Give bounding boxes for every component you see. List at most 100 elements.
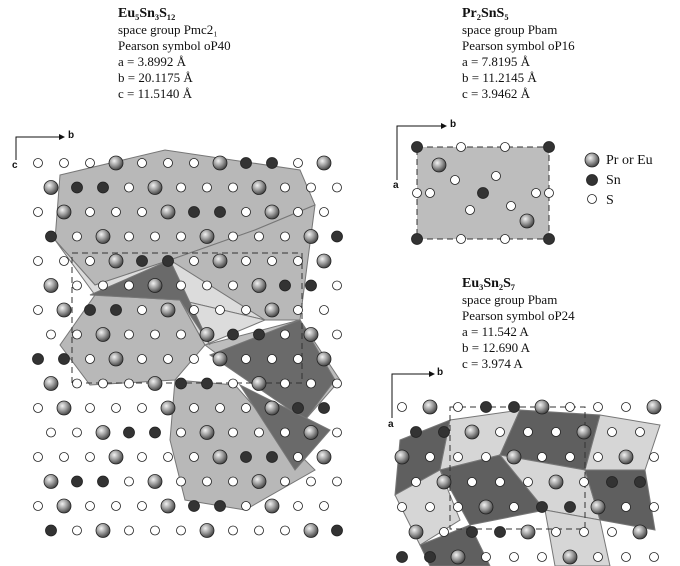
atom bbox=[138, 159, 147, 168]
atom bbox=[457, 143, 466, 152]
atom bbox=[608, 528, 617, 537]
atom bbox=[566, 453, 575, 462]
atom bbox=[566, 403, 575, 412]
atom bbox=[138, 355, 147, 364]
info-line: Pearson symbol oP40 bbox=[118, 38, 231, 54]
atom bbox=[465, 425, 479, 439]
atom bbox=[468, 478, 477, 487]
atom bbox=[109, 352, 123, 366]
atom bbox=[294, 453, 303, 462]
atom bbox=[73, 526, 82, 535]
atom bbox=[333, 281, 342, 290]
atom bbox=[524, 478, 533, 487]
atom bbox=[60, 453, 69, 462]
atom bbox=[241, 452, 252, 463]
atom bbox=[148, 377, 162, 391]
atom bbox=[164, 453, 173, 462]
atom bbox=[215, 207, 226, 218]
atom bbox=[521, 525, 535, 539]
atom bbox=[125, 183, 134, 192]
atom bbox=[125, 281, 134, 290]
atom bbox=[535, 400, 549, 414]
atom bbox=[304, 524, 318, 538]
atom bbox=[619, 450, 633, 464]
atom bbox=[622, 553, 631, 562]
atom bbox=[537, 502, 548, 513]
atom bbox=[395, 450, 409, 464]
atom bbox=[466, 206, 475, 215]
atom bbox=[520, 214, 534, 228]
atom bbox=[650, 453, 659, 462]
atom bbox=[242, 502, 251, 511]
info-line: b = 11.2145 Å bbox=[462, 70, 575, 86]
atom bbox=[563, 550, 577, 564]
atom bbox=[398, 503, 407, 512]
atom bbox=[151, 330, 160, 339]
info-line: b = 20.1175 Å bbox=[118, 70, 231, 86]
atom bbox=[176, 378, 187, 389]
atom bbox=[98, 476, 109, 487]
atom bbox=[281, 379, 290, 388]
atom bbox=[252, 181, 266, 195]
figure: Eu₅Sn₃S₁₂space group Pmc2₁Pearson symbol… bbox=[0, 0, 680, 566]
atom bbox=[125, 379, 134, 388]
axis-label: a bbox=[393, 180, 399, 191]
atom bbox=[510, 553, 519, 562]
atom bbox=[294, 355, 303, 364]
atom bbox=[332, 525, 343, 536]
atom bbox=[549, 475, 563, 489]
atom bbox=[189, 501, 200, 512]
atom bbox=[44, 475, 58, 489]
atom bbox=[492, 172, 501, 181]
atom bbox=[319, 403, 330, 414]
atom bbox=[622, 503, 631, 512]
atom bbox=[633, 525, 647, 539]
info-line: c = 3.974 A bbox=[462, 356, 575, 372]
atom bbox=[482, 453, 491, 462]
atom bbox=[478, 188, 489, 199]
atom bbox=[332, 231, 343, 242]
atom bbox=[398, 403, 407, 412]
atom bbox=[34, 502, 43, 511]
atom bbox=[607, 477, 618, 488]
atom bbox=[112, 502, 121, 511]
atom bbox=[524, 428, 533, 437]
atom bbox=[544, 234, 555, 245]
atom bbox=[229, 232, 238, 241]
atom bbox=[148, 181, 162, 195]
atom bbox=[585, 153, 599, 167]
legend-label: Sn bbox=[606, 173, 621, 189]
atom bbox=[622, 403, 631, 412]
atom bbox=[203, 183, 212, 192]
atom bbox=[294, 306, 303, 315]
atom bbox=[112, 404, 121, 413]
atom bbox=[255, 526, 264, 535]
atom bbox=[73, 330, 82, 339]
atom bbox=[73, 281, 82, 290]
atom bbox=[148, 279, 162, 293]
atom bbox=[281, 428, 290, 437]
atom bbox=[163, 256, 174, 267]
atom bbox=[482, 553, 491, 562]
atom bbox=[440, 528, 449, 537]
formula: Eu₅Sn₃S₁₂ bbox=[118, 6, 231, 22]
atom bbox=[320, 306, 329, 315]
atom bbox=[412, 234, 423, 245]
atom bbox=[255, 428, 264, 437]
atom bbox=[85, 305, 96, 316]
info-line: a = 3.8992 Å bbox=[118, 54, 231, 70]
atom bbox=[216, 404, 225, 413]
atom bbox=[650, 503, 659, 512]
formula: Eu₃Sn₂S₇ bbox=[462, 276, 575, 292]
atom bbox=[507, 450, 521, 464]
atom bbox=[411, 427, 422, 438]
atom bbox=[317, 254, 331, 268]
atom bbox=[190, 257, 199, 266]
atom bbox=[467, 527, 478, 538]
atom bbox=[44, 279, 58, 293]
atom bbox=[34, 208, 43, 217]
atom bbox=[203, 477, 212, 486]
atom bbox=[242, 257, 251, 266]
atom bbox=[46, 231, 57, 242]
atom bbox=[47, 428, 56, 437]
